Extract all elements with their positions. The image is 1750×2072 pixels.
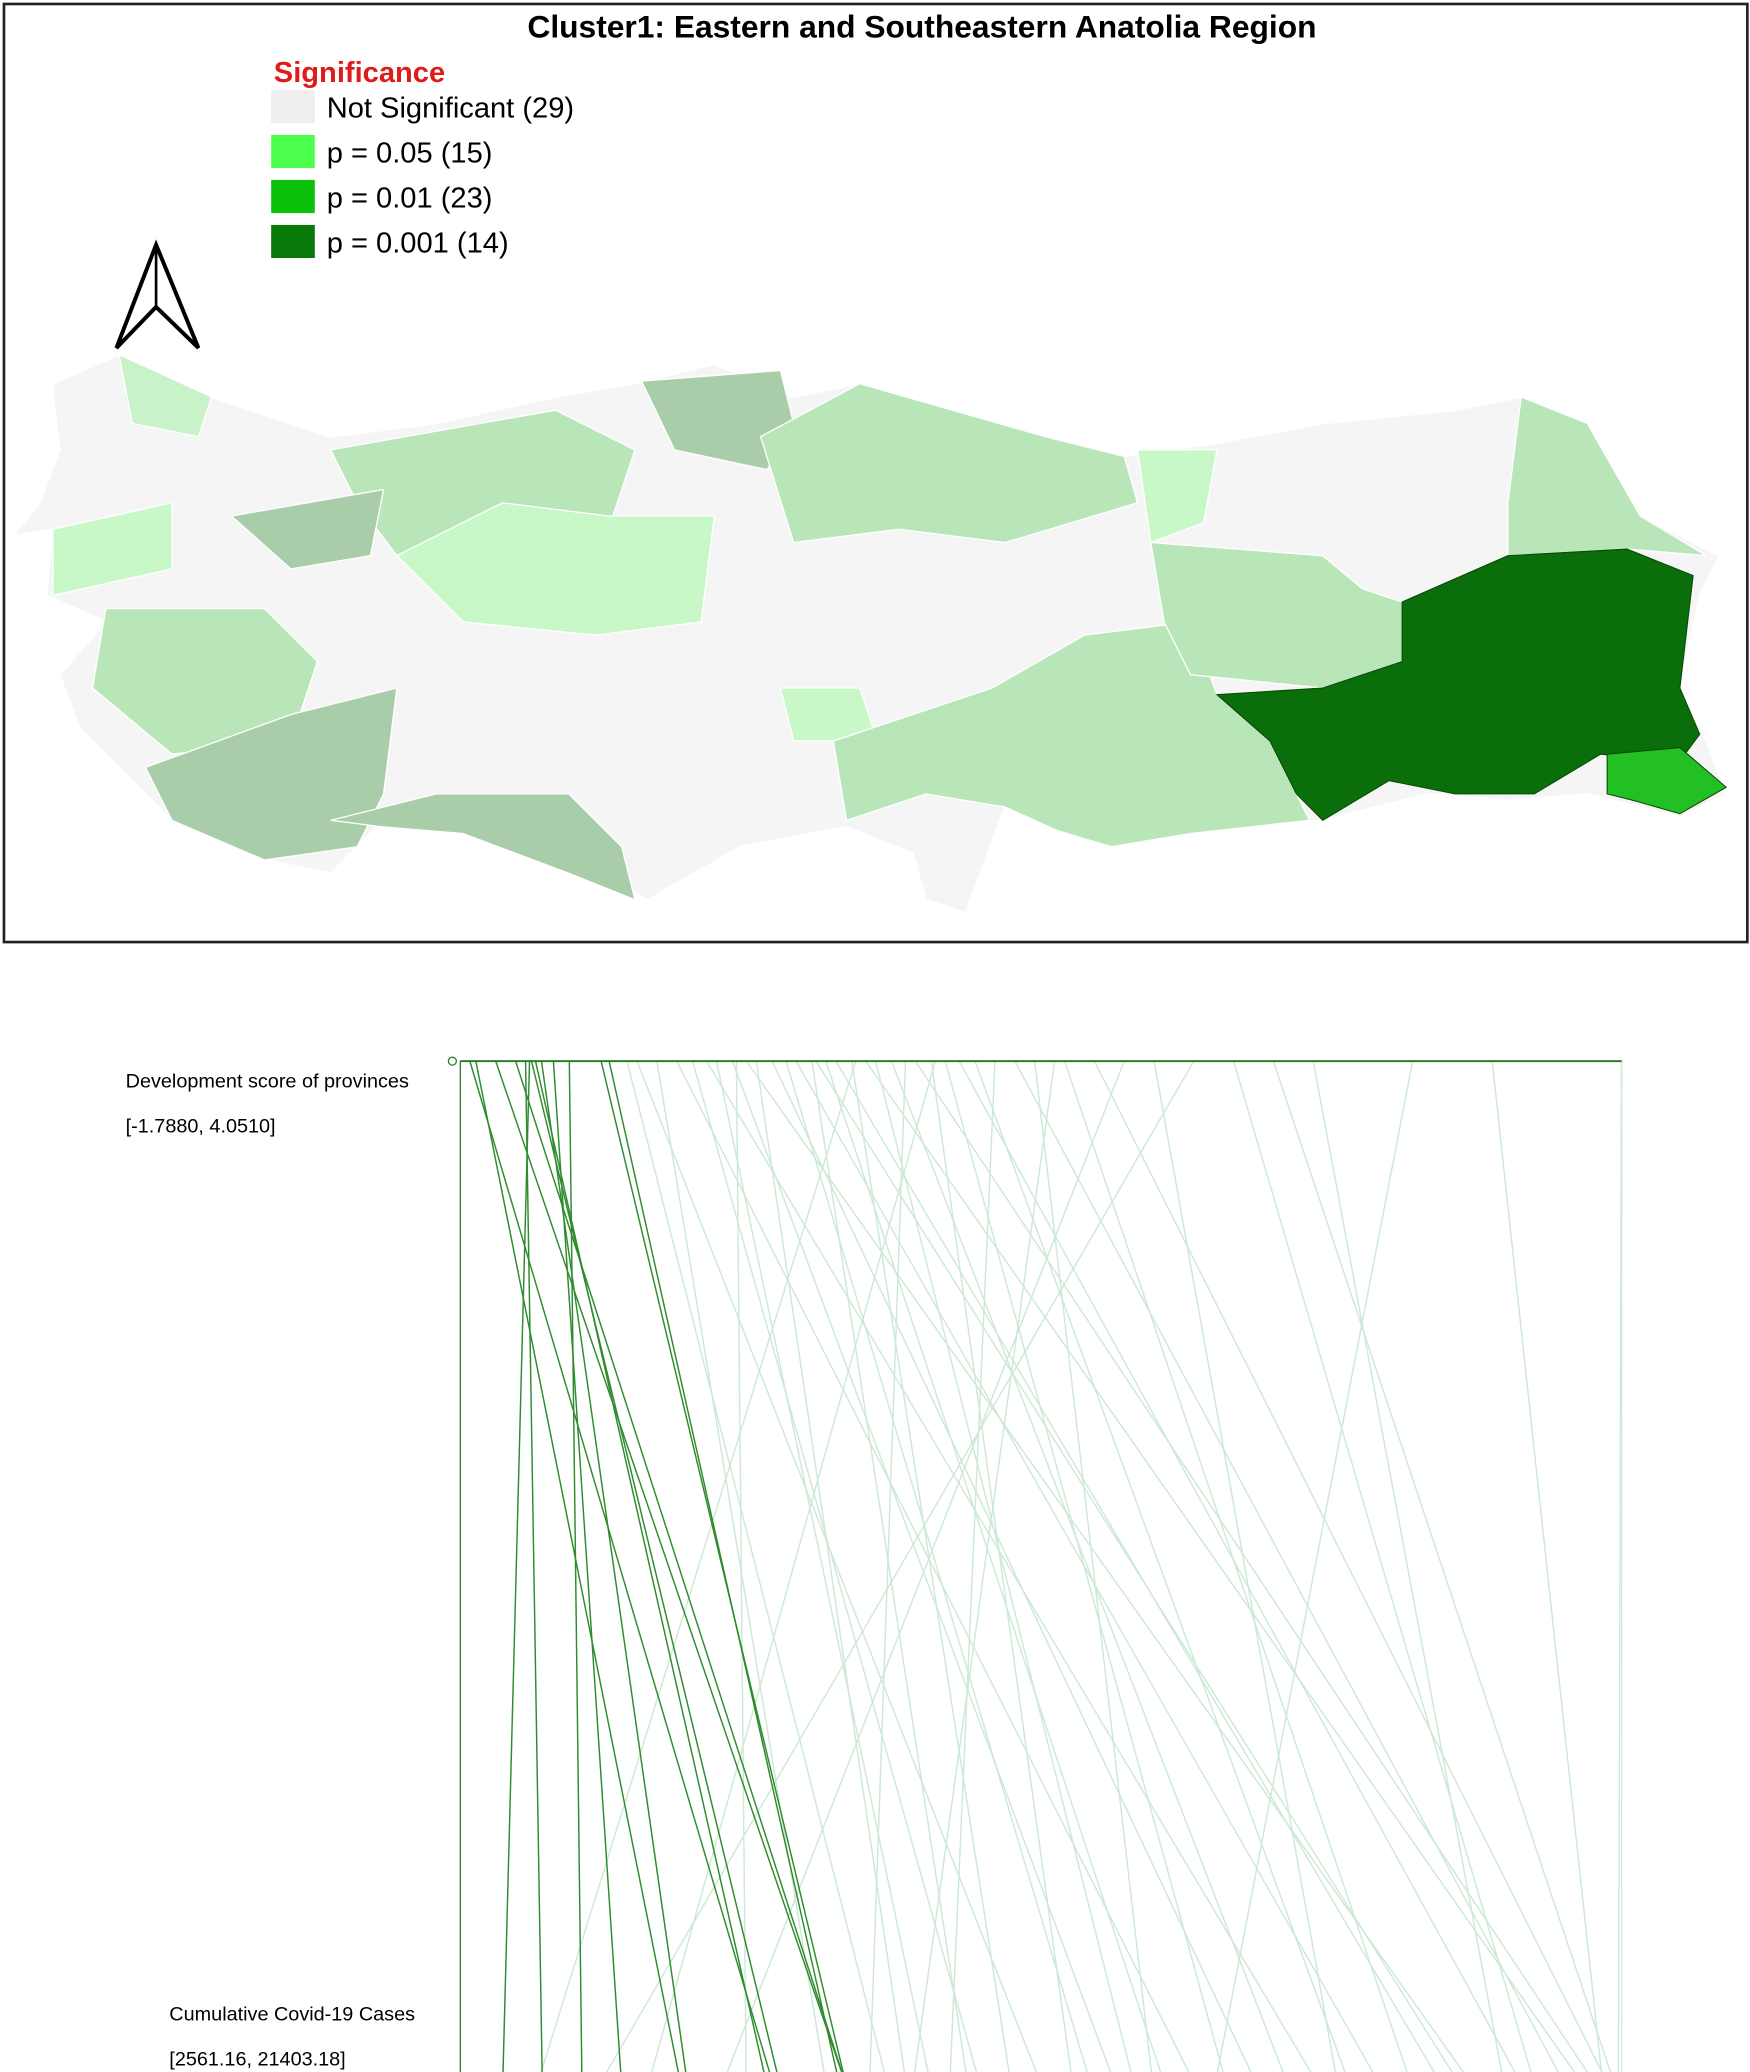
profile-line xyxy=(691,1060,978,2072)
map-title: Cluster1: Eastern and Southeastern Anato… xyxy=(527,8,1316,44)
profile-line xyxy=(626,1060,886,2072)
cluster-region xyxy=(1215,548,1701,821)
profile-line xyxy=(913,1061,1056,2072)
legend-label: p = 0.01 (23) xyxy=(327,182,493,214)
profile-line xyxy=(1216,1061,1414,2072)
profile-line xyxy=(771,1060,1252,2072)
profile-line xyxy=(851,1061,1010,2072)
profile-line xyxy=(534,1060,765,2072)
profile-line xyxy=(1232,1060,1532,2072)
profile-line xyxy=(1272,1060,1612,2072)
axis-range: [-1.7880, 4.0510] xyxy=(126,1116,276,1138)
profile-line xyxy=(731,1060,1112,2072)
legend: Not Significant (29) p = 0.05 (15) p = 0.0… xyxy=(271,89,574,259)
profile-line xyxy=(869,1061,907,2072)
profile-line xyxy=(949,1061,996,2072)
cluster-region-bright xyxy=(1606,747,1728,815)
legend-swatch xyxy=(271,89,315,124)
profile-line xyxy=(568,1061,583,2072)
province-group xyxy=(779,687,874,742)
axis-label: Cumulative Covid-19 Cases xyxy=(169,2003,415,2025)
profile-line xyxy=(540,1061,687,2072)
province-group xyxy=(118,353,213,438)
profile-line xyxy=(1093,1060,1603,2072)
profile-line xyxy=(735,1061,747,2072)
legend-label: Not Significant (29) xyxy=(327,93,574,125)
profile-line xyxy=(650,1060,936,2072)
profile-line xyxy=(705,1060,1312,2072)
province-group xyxy=(52,501,173,597)
profile-line xyxy=(1153,1061,1337,2072)
profile-line xyxy=(890,1060,1284,2072)
map xyxy=(10,353,1728,915)
profile-line xyxy=(502,1061,531,2072)
profile-line xyxy=(605,1060,1195,2072)
profile-line xyxy=(530,1060,778,2072)
legend-swatch xyxy=(271,179,315,214)
profile-line xyxy=(495,1060,843,2072)
profile-line xyxy=(540,1060,857,2072)
profile-line xyxy=(745,1060,1465,2072)
profile-line xyxy=(1491,1061,1603,2072)
legend-swatch xyxy=(271,134,315,169)
profile-line xyxy=(755,1061,906,2072)
legend-title: Significance xyxy=(274,57,445,89)
province-group xyxy=(759,382,1139,544)
profile-line xyxy=(469,1060,771,2072)
profile-line xyxy=(1312,1061,1503,2072)
profile-line xyxy=(825,1060,1162,2072)
profile-line xyxy=(1063,1060,1408,2072)
profile-line xyxy=(835,1060,1435,2072)
profile-line xyxy=(676,1060,1190,2072)
profile-line xyxy=(552,1061,622,2072)
profile-line xyxy=(795,1060,1374,2072)
profile-line xyxy=(974,1060,1346,2072)
province-group xyxy=(832,621,1311,848)
profile-line xyxy=(811,1061,967,2072)
province-group xyxy=(230,488,385,570)
profile-line xyxy=(944,1060,1224,2072)
profile-line xyxy=(715,1060,929,2072)
profile-line xyxy=(1014,1060,1560,2072)
legend-label: p = 0.001 (14) xyxy=(327,227,509,259)
profile-line xyxy=(475,1060,680,2072)
province-group xyxy=(1136,449,1218,544)
profile-line xyxy=(815,1060,1453,2072)
province-group xyxy=(395,502,716,636)
axis-label: Development score of provinces xyxy=(126,1071,409,1093)
profile-line xyxy=(608,1060,838,2072)
profile-line xyxy=(524,1061,543,2072)
profile-line xyxy=(930,1061,1072,2072)
legend-swatch xyxy=(271,224,315,259)
axis-handle xyxy=(447,1056,458,1066)
parallel-plot: Development score of provinces [-1.7880, … xyxy=(126,1056,1623,2072)
legend-label: p = 0.05 (15) xyxy=(327,137,493,169)
axis-range: [2561.16, 21403.18] xyxy=(169,2048,345,2070)
profile-line xyxy=(865,1060,1576,2072)
province-group xyxy=(330,793,636,901)
profile-line xyxy=(1617,1061,1623,2072)
profile-line xyxy=(914,1060,1589,2072)
province-group xyxy=(1507,396,1707,557)
profile-line xyxy=(958,1060,1516,2072)
profile-line xyxy=(874,1060,1132,2072)
profile-line xyxy=(785,1060,1088,2072)
profile-line xyxy=(726,1060,1125,2072)
north-arrow xyxy=(114,239,201,350)
profile-line xyxy=(1034,1061,1153,2072)
profile-line xyxy=(636,1060,1038,2072)
